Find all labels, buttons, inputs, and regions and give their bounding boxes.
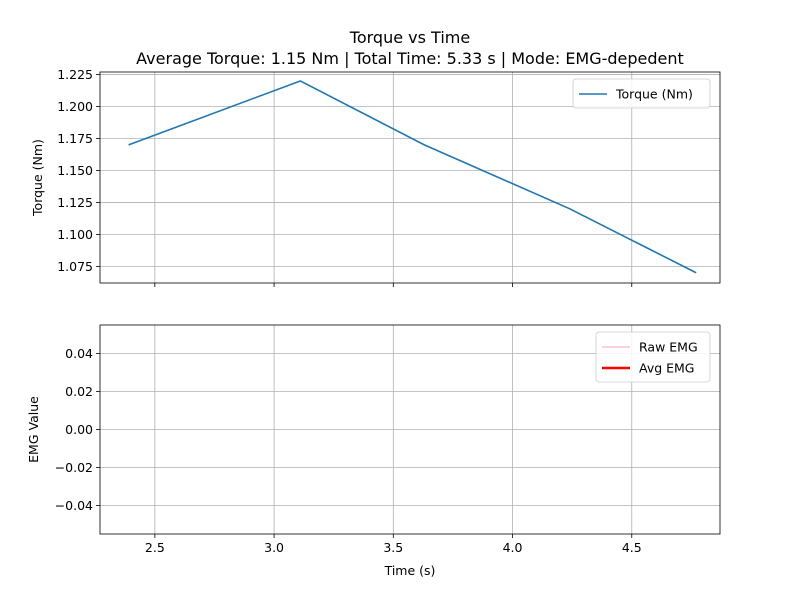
emg-xtick-label-1: 3.0: [264, 540, 284, 555]
torque-ytick-label-5: 1.200: [57, 99, 93, 114]
figure-title: Torque vs Time: [349, 28, 470, 47]
torque-series-line-0: [128, 80, 697, 274]
emg-ytick-label-1: −0.02: [55, 460, 93, 475]
emg-xtick-label-0: 2.5: [145, 540, 165, 555]
emg-subplot: 2.5 3.0 3.5 4.0 4.5 −0.04 −0.02 0.00 0.02 0.04 EMG…: [26, 324, 721, 578]
emg-xtick-label-3: 4.0: [503, 540, 523, 555]
torque-ylabel: Torque (Nm): [30, 139, 45, 217]
emg-ytick-label-4: 0.04: [65, 346, 93, 361]
emg-legend-box: [595, 331, 711, 383]
emg-xlabel: Time (s): [384, 563, 436, 578]
emg-ytick-label-2: 0.00: [65, 422, 93, 437]
torque-ytick-label-6: 1.225: [57, 67, 93, 82]
torque-axes-frame: [99, 71, 721, 284]
torque-ytick-label-2: 1.125: [57, 195, 93, 210]
emg-ylabel: EMG Value: [26, 396, 41, 463]
emg-legend-label-1: Avg EMG: [639, 361, 695, 376]
emg-xtick-label-4: 4.5: [622, 540, 642, 555]
torque-ytick-label-1: 1.100: [57, 227, 93, 242]
torque-ytick-label-4: 1.175: [57, 131, 93, 146]
emg-legend-label-0: Raw EMG: [639, 340, 698, 355]
torque-legend-box: [572, 78, 711, 109]
torque-legend-label-0: Torque (Nm): [615, 87, 693, 102]
emg-xtick-label-2: 3.5: [383, 540, 403, 555]
torque-ytick-label-3: 1.150: [57, 163, 93, 178]
emg-ytick-label-3: 0.02: [65, 384, 93, 399]
torque-ytick-label-0: 1.075: [57, 259, 93, 274]
emg-ytick-label-0: −0.04: [55, 498, 93, 513]
torque-legend: Torque (Nm): [572, 78, 711, 109]
emg-legend: Raw EMG Avg EMG: [595, 331, 711, 383]
torque-subplot: 1.075 1.100 1.125 1.150 1.175 1.200 1.225 Torqu…: [30, 67, 721, 287]
figure-subtitle: Average Torque: 1.15 Nm | Total Time: 5.…: [136, 49, 684, 68]
